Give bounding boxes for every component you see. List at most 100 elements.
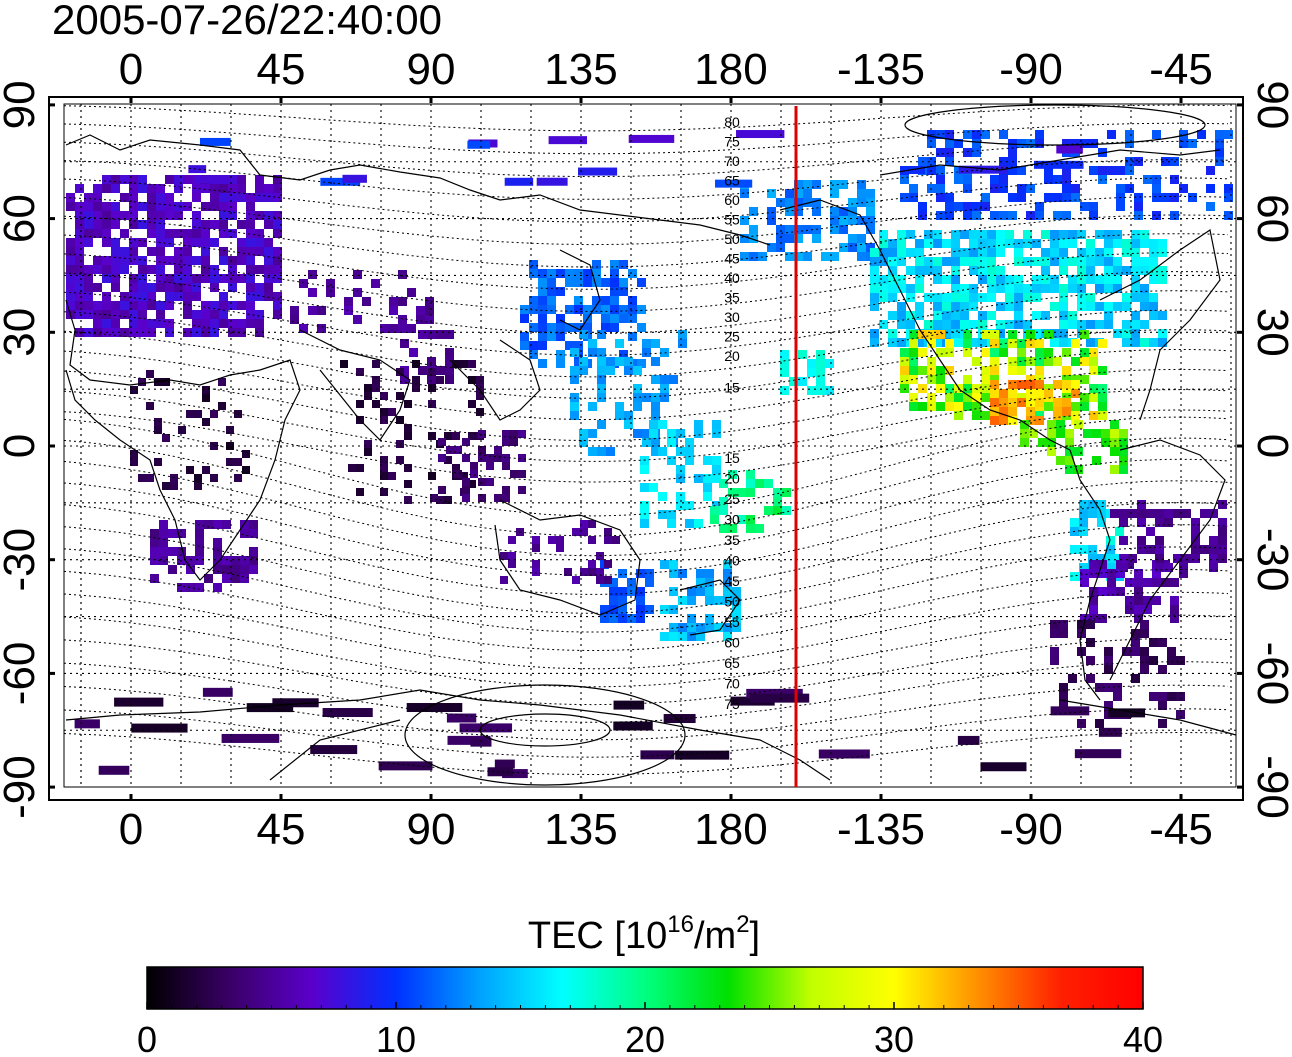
tec-cell	[927, 393, 936, 402]
tec-cell	[219, 247, 228, 256]
tec-cell	[398, 324, 407, 333]
tec-cell	[816, 386, 825, 395]
tec-cell	[1023, 284, 1032, 293]
tec-cell	[237, 175, 246, 184]
tec-cell	[1152, 569, 1161, 578]
tec-cell	[1080, 402, 1089, 411]
tec-cell	[667, 456, 676, 465]
tec-cell	[588, 568, 596, 576]
tec-cell	[174, 292, 183, 301]
tec-cell	[1053, 357, 1062, 366]
tec-cell	[1215, 139, 1224, 148]
tec-cell	[1077, 320, 1086, 329]
tec-cell	[409, 348, 418, 357]
tec-cell	[936, 366, 945, 375]
tec-cell	[210, 193, 219, 202]
tec-cell	[1095, 248, 1104, 257]
tec-cell	[945, 393, 954, 402]
tec-cell	[1104, 275, 1113, 284]
tec-cell	[228, 256, 237, 265]
tec-cell	[168, 529, 177, 538]
tec-cell	[642, 429, 651, 438]
tec-cell	[588, 520, 596, 528]
tec-cell	[1014, 248, 1023, 257]
coastline-3	[449, 339, 541, 421]
tec-cell	[897, 311, 906, 320]
tec-cell	[597, 384, 606, 393]
tec-cell	[897, 338, 906, 347]
tec-cell	[237, 319, 246, 328]
tec-cell	[601, 296, 610, 305]
tec-cell	[694, 420, 703, 429]
tec-cell	[732, 587, 741, 596]
tec-cell	[1104, 257, 1113, 266]
tec-cell	[636, 587, 645, 596]
tec-cell	[219, 274, 228, 283]
tec-cell	[839, 216, 848, 225]
tec-cell	[755, 524, 764, 533]
tec-cell	[1026, 398, 1035, 407]
tec-cell	[574, 305, 583, 314]
tec-cell	[1110, 465, 1119, 474]
tec-cell	[640, 510, 649, 519]
tec-cell	[945, 157, 954, 166]
left-lat-tick-6: -90	[0, 755, 44, 819]
tec-cell	[1098, 384, 1107, 393]
tec-cell	[1044, 348, 1053, 357]
tec-cell	[798, 377, 807, 386]
tec-cell	[1108, 708, 1146, 718]
tec-cell	[999, 416, 1008, 425]
tec-cell	[111, 274, 120, 283]
tec-cell	[138, 238, 147, 247]
tec-cell	[628, 134, 675, 143]
tec-cell	[785, 207, 794, 216]
contour--25	[63, 502, 1229, 595]
tec-cell	[592, 269, 601, 278]
tec-cell	[1164, 509, 1173, 518]
tec-cell	[202, 394, 210, 402]
tec-cell	[1026, 380, 1035, 389]
tec-cell	[945, 384, 954, 393]
tec-cell	[1209, 536, 1218, 545]
coastlines	[65, 134, 1237, 781]
tec-cell	[978, 293, 987, 302]
tec-cell	[237, 193, 246, 202]
tec-cell	[1110, 420, 1119, 429]
tec-cell	[848, 243, 857, 252]
tec-cell	[264, 193, 273, 202]
bottom-lon-tick-6: -90	[999, 805, 1063, 854]
tec-cell	[1191, 518, 1200, 527]
tec-cell	[1149, 338, 1158, 347]
tec-cell	[830, 216, 839, 225]
tec-cell	[825, 386, 834, 395]
tec-cell	[1218, 554, 1227, 563]
tec-cell	[468, 360, 476, 368]
tec-cell	[1095, 257, 1104, 266]
tec-cell	[1014, 311, 1023, 320]
tec-cell	[906, 284, 915, 293]
tec-cell	[1119, 518, 1128, 527]
tec-cell	[767, 243, 776, 252]
tec-cell	[597, 393, 606, 402]
tec-cell	[972, 393, 981, 402]
tec-cell	[1044, 330, 1053, 339]
tec-cell	[1035, 389, 1044, 398]
tec-cell	[1074, 420, 1083, 429]
tec-cell	[767, 189, 776, 198]
tec-cell	[183, 274, 192, 283]
tec-cell	[1089, 596, 1098, 605]
tec-cell	[84, 229, 93, 238]
tec-cell	[255, 247, 264, 256]
tec-cell	[1071, 339, 1080, 348]
tec-cell	[547, 269, 556, 278]
tec-cell	[1047, 420, 1056, 429]
tec-cell	[1071, 380, 1080, 389]
tec-cell	[645, 569, 654, 578]
tec-cell	[1098, 166, 1107, 175]
tec-cell	[1032, 311, 1041, 320]
tec-cell	[1176, 656, 1185, 665]
tec-cell	[640, 519, 649, 528]
tec-cell	[933, 320, 942, 329]
tec-cell	[183, 310, 192, 319]
tec-cell	[556, 323, 565, 332]
